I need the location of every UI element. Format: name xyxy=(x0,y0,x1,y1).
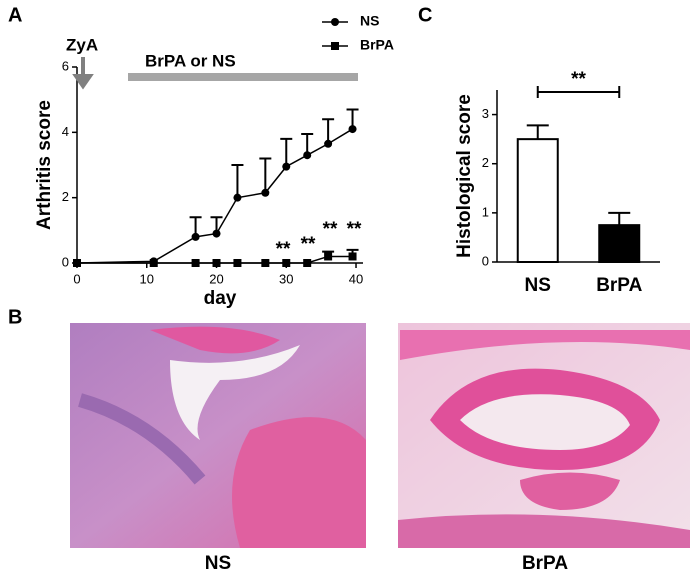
annotation: ** xyxy=(347,219,362,240)
bar xyxy=(518,139,558,262)
annotation: ** xyxy=(323,219,338,240)
marker xyxy=(192,259,200,267)
x-tick-label: BrPA xyxy=(596,275,642,296)
annotation: BrPA or NS xyxy=(145,51,236,70)
y-tick-label: 3 xyxy=(482,106,489,121)
marker xyxy=(213,259,221,267)
annotation: ZyA xyxy=(66,35,98,54)
histology-image xyxy=(398,323,690,548)
marker xyxy=(192,233,200,241)
image-caption: BrPA xyxy=(522,553,568,573)
marker xyxy=(73,259,81,267)
y-tick-label: 6 xyxy=(62,58,69,73)
panel-label: A xyxy=(8,4,22,26)
marker xyxy=(282,163,290,171)
marker xyxy=(150,259,158,267)
annotation: ** xyxy=(301,234,316,255)
marker xyxy=(324,140,332,148)
marker xyxy=(213,230,221,238)
marker xyxy=(261,189,269,197)
marker xyxy=(282,259,290,267)
x-tick-label: 20 xyxy=(209,271,223,286)
marker xyxy=(233,194,241,202)
legend-label: NS xyxy=(360,13,379,29)
error-bar xyxy=(280,139,292,167)
histology-image xyxy=(70,323,366,548)
x-tick-label: 30 xyxy=(279,271,293,286)
error-bar xyxy=(608,213,630,225)
y-tick-label: 2 xyxy=(62,189,69,204)
marker xyxy=(324,252,332,260)
x-tick-label: 40 xyxy=(349,271,363,286)
y-tick-label: 4 xyxy=(62,124,69,139)
marker xyxy=(303,259,311,267)
legend-marker xyxy=(331,42,339,50)
arrow xyxy=(76,57,90,86)
error-bar xyxy=(231,165,243,198)
image-caption: NS xyxy=(205,553,231,573)
x-tick-label: 10 xyxy=(140,271,154,286)
x-tick-label: 0 xyxy=(73,271,80,286)
panel-label: C xyxy=(418,4,432,26)
marker xyxy=(303,151,311,159)
annotation: ** xyxy=(276,239,291,260)
x-tick-label: NS xyxy=(525,275,551,296)
marker xyxy=(261,259,269,267)
y-tick-label: 1 xyxy=(482,204,489,219)
error-bar xyxy=(527,125,549,139)
y-axis-label: Arthritis score xyxy=(34,100,55,230)
y-axis-label: Histological score xyxy=(454,94,475,258)
marker xyxy=(233,259,241,267)
marker xyxy=(349,252,357,260)
y-tick-label: 2 xyxy=(482,155,489,170)
y-tick-label: 0 xyxy=(482,253,489,268)
y-tick-label: 0 xyxy=(62,254,69,269)
annotation: ** xyxy=(571,69,586,90)
bar xyxy=(599,225,639,262)
treatment-bar xyxy=(128,73,358,81)
legend-marker xyxy=(331,18,339,26)
marker xyxy=(349,125,357,133)
legend-label: BrPA xyxy=(360,37,394,53)
panel-label: B xyxy=(8,306,22,328)
x-axis-label: day xyxy=(204,288,237,309)
